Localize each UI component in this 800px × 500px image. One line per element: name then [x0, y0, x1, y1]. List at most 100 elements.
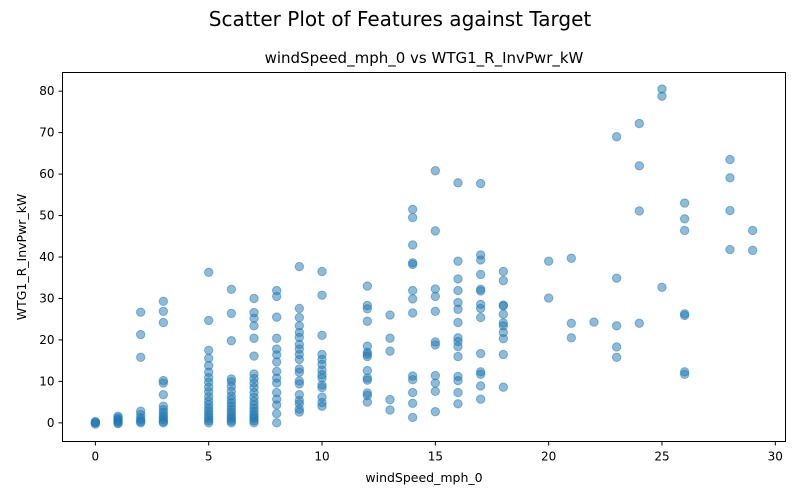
scatter-point	[135, 329, 146, 340]
scatter-point	[475, 250, 486, 260]
scatter-point	[385, 346, 395, 356]
scatter-point	[589, 317, 599, 327]
scatter-point	[362, 281, 373, 291]
axes-frame	[62, 72, 786, 442]
x-axis-ticks: 0 5 10 15 20 25 30	[92, 441, 783, 464]
scatter-point	[498, 382, 509, 392]
scatter-point	[430, 166, 441, 176]
scatter-point	[249, 351, 259, 361]
scatter-point	[475, 284, 486, 295]
scatter-point	[407, 387, 418, 398]
y-tick-label: 0	[47, 416, 55, 430]
x-axis-label: windSpeed_mph_0	[365, 470, 482, 485]
scatter-point	[407, 398, 418, 409]
scatter-point	[747, 225, 758, 236]
scatter-point	[611, 342, 622, 352]
scatter-point	[271, 333, 282, 343]
scatter-point	[634, 161, 645, 171]
scatter-point	[498, 266, 509, 277]
y-tick-label: 50	[39, 209, 54, 223]
scatter-point	[611, 273, 622, 283]
scatter-point	[679, 198, 690, 208]
scatter-point	[271, 418, 282, 428]
scatter-point	[453, 399, 463, 409]
scatter-point	[725, 205, 735, 216]
scatter-point	[407, 412, 418, 423]
scatter-point	[453, 351, 463, 362]
scatter-point	[453, 317, 463, 328]
scatter-point	[453, 256, 463, 266]
y-tick-label: 80	[39, 84, 54, 98]
scatter-point	[407, 240, 418, 250]
scatter-point	[203, 353, 214, 363]
scatter-point	[317, 290, 327, 300]
scatter-point	[294, 261, 305, 272]
scatter-point	[430, 306, 441, 317]
scatter-point	[294, 321, 305, 331]
scatter-point	[430, 406, 441, 417]
scatter-point	[475, 367, 486, 377]
scatter-point	[475, 178, 486, 189]
y-tick-label: 30	[39, 291, 54, 305]
axes-title: windSpeed_mph_0 vs WTG1_R_InvPwr_kW	[265, 49, 584, 68]
scatter-point	[475, 269, 486, 280]
scatter-point	[611, 352, 622, 363]
scatter-point	[113, 418, 123, 429]
scatter-point	[498, 309, 509, 319]
scatter-point	[498, 318, 509, 328]
scatter-point	[385, 394, 395, 405]
scatter-point	[453, 178, 463, 188]
x-tick-label: 20	[541, 450, 556, 464]
x-tick-label: 15	[428, 450, 443, 464]
scatter-point	[725, 244, 735, 255]
scatter-point	[475, 381, 486, 391]
scatter-point	[611, 132, 622, 142]
scatter-point	[407, 204, 418, 215]
scatter-point	[430, 337, 441, 347]
scatter-point	[679, 225, 690, 236]
scatter-point	[543, 293, 554, 303]
scatter-point	[317, 392, 327, 402]
scatter-point	[430, 386, 441, 397]
scatter-point	[679, 367, 690, 377]
scatter-point	[385, 310, 395, 320]
scatter-point	[430, 370, 441, 381]
scatter-point	[566, 318, 577, 329]
scatter-point	[453, 371, 463, 382]
scatter-point	[90, 417, 101, 428]
scatter-point	[135, 307, 146, 317]
scatter-point	[158, 401, 169, 411]
scatter-point	[271, 409, 282, 419]
scatter-point	[679, 214, 690, 224]
scatter-point	[249, 293, 259, 304]
scatter-point	[362, 341, 373, 351]
scatter-point	[634, 118, 645, 129]
y-axis-ticks: 0 10 20 30 40 50 60 70 80	[39, 84, 63, 430]
scatter-point	[249, 307, 259, 318]
scatter-point	[135, 406, 146, 416]
scatter-point	[407, 294, 418, 304]
scatter-point	[203, 345, 214, 355]
x-tick-label: 30	[768, 450, 783, 464]
scatter-point	[158, 317, 169, 328]
scatter-point	[475, 312, 486, 323]
scatter-point	[226, 374, 237, 384]
scatter-point	[430, 226, 441, 236]
scatter-point	[634, 318, 645, 329]
scatter-point	[249, 333, 259, 343]
y-axis-label: WTG1_R_InvPwr_kW	[14, 194, 29, 321]
scatter-point	[362, 365, 373, 376]
scatter-point	[362, 388, 373, 398]
scatter-point	[475, 394, 486, 404]
x-tick-label: 25	[654, 450, 669, 464]
x-tick-label: 10	[314, 450, 329, 464]
scatter-point	[226, 336, 237, 346]
scatter-point	[430, 284, 441, 294]
x-tick-label: 0	[92, 450, 100, 464]
scatter-point	[135, 352, 146, 363]
scatter-point	[317, 349, 327, 360]
scatter-point	[294, 312, 305, 323]
scatter-point	[362, 316, 373, 326]
y-tick-label: 70	[39, 126, 54, 140]
